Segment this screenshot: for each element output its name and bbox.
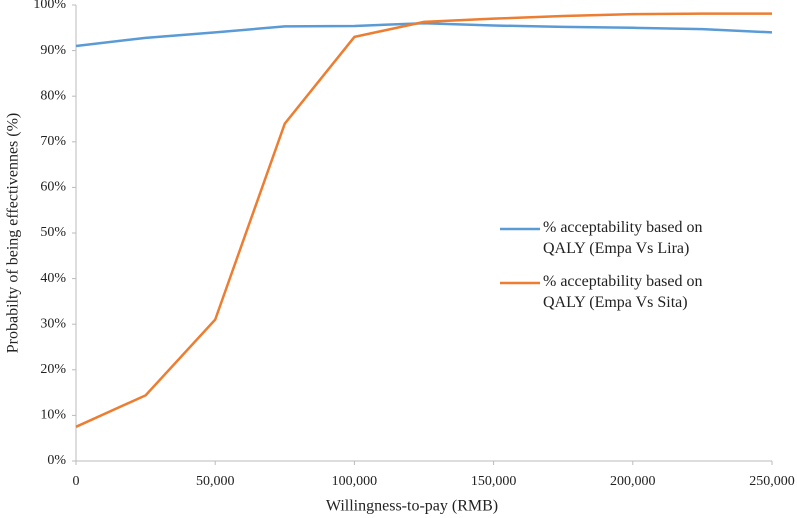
- x-tick-label: 50,000: [196, 474, 235, 489]
- series-line: [75, 12, 772, 428]
- y-tick-label: 40%: [40, 271, 66, 286]
- y-tick-label: 80%: [40, 88, 66, 103]
- x-axis-title: Willingness-to-pay (RMB): [326, 498, 498, 515]
- series-line: [75, 21, 773, 48]
- y-tick-label: 60%: [40, 180, 66, 195]
- x-tick-label: 200,000: [610, 474, 656, 489]
- y-tick-label: 100%: [33, 0, 66, 12]
- legend-label: % acceptability based on QALY (Empa Vs L…: [543, 219, 703, 257]
- y-tick-label: 90%: [40, 43, 66, 58]
- y-tick-label: 70%: [40, 134, 66, 149]
- y-tick-label: 10%: [40, 408, 66, 423]
- y-axis-title: Probabilty of being effectivennes (%): [5, 113, 22, 354]
- x-tick-label: 100,000: [332, 474, 378, 489]
- y-tick-label: 0%: [47, 453, 66, 468]
- y-tick-label: 30%: [40, 316, 66, 331]
- x-tick-label: 0: [73, 474, 80, 489]
- legend-label: % acceptability based on QALY (Empa Vs S…: [543, 273, 703, 311]
- x-tick-label: 250,000: [749, 474, 795, 489]
- y-tick-label: 20%: [40, 362, 66, 377]
- x-tick-label: 150,000: [471, 474, 517, 489]
- y-tick-label: 50%: [40, 225, 66, 240]
